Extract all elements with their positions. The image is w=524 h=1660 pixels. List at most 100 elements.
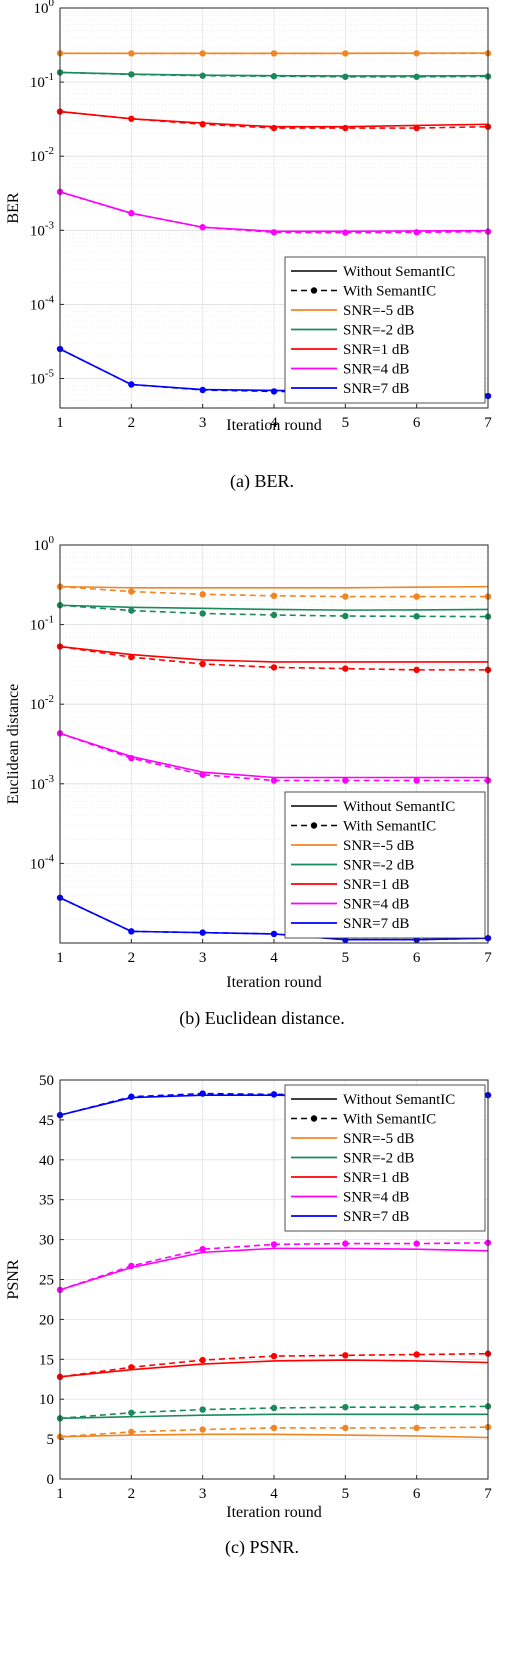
data-point: [342, 1240, 349, 1247]
y-tick-label: 5: [47, 1432, 55, 1448]
x-tick-label: 2: [128, 1486, 136, 1502]
x-tick-label: 2: [128, 950, 136, 966]
x-axis-label: Iteration round: [226, 974, 322, 991]
data-point: [128, 71, 135, 78]
data-point: [270, 930, 278, 938]
data-point: [413, 666, 420, 674]
data-point: [128, 754, 135, 762]
x-tick-label: 7: [484, 415, 492, 431]
y-tick-exponent: -4: [45, 293, 55, 305]
data-point: [128, 115, 135, 122]
legend-label: SNR=-2 dB: [343, 1151, 414, 1167]
data-point: [128, 588, 135, 595]
data-point: [413, 124, 420, 132]
y-tick-exponent: -3: [45, 773, 55, 785]
figure-caption: (a) BER.: [230, 471, 294, 492]
figure-caption: (b) Euclidean distance.: [179, 1008, 344, 1029]
x-tick-label: 3: [199, 1486, 207, 1502]
figure-caption: (c) PSNR.: [225, 1537, 299, 1558]
data-point: [199, 610, 206, 617]
data-point: [199, 72, 206, 79]
data-point: [128, 1093, 135, 1100]
y-tick-base: 10: [30, 75, 45, 91]
y-tick-exponent: -1: [45, 614, 54, 626]
x-tick-label: 1: [56, 415, 64, 431]
legend-label-with: With SemantIC: [343, 284, 436, 300]
data-point: [413, 1240, 420, 1247]
data-point: [342, 777, 349, 784]
data-point: [199, 1245, 206, 1253]
x-tick-label: 4: [270, 1486, 278, 1502]
y-tick-exponent: -1: [45, 71, 54, 83]
y-tick-label: 10-4: [30, 852, 55, 872]
y-tick-label: 35: [39, 1193, 54, 1209]
legend-label: SNR=-5 dB: [343, 838, 414, 854]
y-tick-base: 10: [34, 1, 49, 17]
x-tick-label: 4: [270, 415, 278, 431]
y-tick-exponent: -3: [45, 219, 55, 231]
y-tick-label: 100: [34, 534, 55, 554]
data-point: [342, 124, 349, 132]
x-tick-label: 7: [484, 950, 492, 966]
y-tick-label: 30: [39, 1233, 54, 1249]
y-tick-label: 20: [39, 1312, 54, 1328]
legend-label: SNR=7 dB: [343, 916, 409, 932]
series-group: [56, 1090, 492, 1440]
y-tick-exponent: 0: [49, 534, 55, 546]
legend-label-with: With SemantIC: [343, 1112, 436, 1128]
x-tick-label: 6: [413, 415, 421, 431]
data-point: [342, 1403, 349, 1411]
y-tick-label: 45: [39, 1113, 54, 1129]
data-point: [413, 777, 420, 784]
data-point: [199, 1426, 206, 1433]
data-point: [199, 1406, 206, 1413]
data-point: [270, 1091, 278, 1098]
y-tick-label: 100: [34, 0, 55, 17]
legend-label: SNR=7 dB: [343, 1209, 409, 1225]
y-tick-label: 10-1: [30, 614, 54, 634]
legend-label-without: Without SemantIC: [343, 264, 455, 280]
data-point: [128, 928, 135, 935]
data-point: [413, 1403, 420, 1411]
data-point: [270, 50, 278, 57]
x-tick-label: 7: [484, 1486, 492, 1502]
x-tick-label: 3: [199, 415, 207, 431]
data-point: [270, 124, 278, 132]
data-point: [342, 665, 349, 672]
chart-panel-1: 1 2 3 4 5 6 710-510-410-310-210-1100Iteration …: [5, 0, 492, 492]
data-point: [342, 50, 349, 57]
data-point: [199, 929, 206, 936]
series-line-without: [59, 585, 489, 589]
data-point: [270, 73, 278, 80]
legend-marker-with: [310, 1115, 318, 1122]
y-tick-label: 15: [39, 1352, 54, 1368]
y-tick-base: 10: [30, 372, 45, 388]
data-point: [128, 1428, 135, 1436]
y-tick-base: 10: [30, 618, 45, 634]
data-point: [270, 777, 278, 784]
data-point: [128, 381, 135, 388]
x-tick-label: 5: [342, 950, 350, 966]
legend-label: SNR=1 dB: [343, 1170, 409, 1186]
legend-label-without: Without SemantIC: [343, 1092, 455, 1108]
y-tick-label: 10-5: [30, 368, 55, 388]
legend-label-without: Without SemantIC: [343, 799, 455, 815]
y-tick-exponent: -5: [45, 368, 55, 380]
y-tick-label: 10-3: [30, 773, 55, 793]
legend-label-with: With SemantIC: [343, 819, 436, 835]
data-point: [128, 1409, 135, 1416]
legend: Without SemantIC With SemantIC SNR=-5 dB SN…: [284, 1084, 486, 1232]
x-tick-label: 5: [342, 415, 350, 431]
y-tick-base: 10: [30, 223, 45, 239]
legend-label: SNR=4 dB: [343, 897, 409, 913]
data-point: [128, 653, 135, 661]
data-point: [270, 229, 278, 236]
data-point: [270, 611, 278, 619]
data-point: [413, 1424, 420, 1432]
y-tick-base: 10: [30, 149, 45, 165]
y-tick-label: 10-1: [30, 71, 54, 91]
data-point: [270, 1404, 278, 1412]
